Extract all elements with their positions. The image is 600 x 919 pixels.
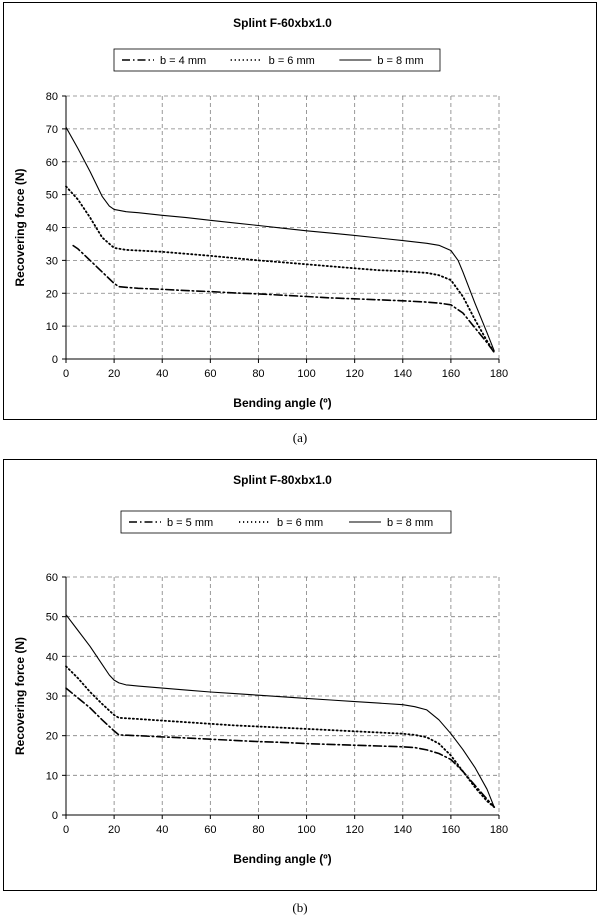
x-tick-label: 40 — [156, 368, 168, 380]
x-tick-label: 80 — [252, 824, 264, 836]
y-tick-label: 10 — [46, 321, 58, 333]
y-tick-label: 0 — [52, 354, 58, 366]
series-line-b-5-mm — [65, 687, 496, 808]
x-tick-label: 20 — [108, 368, 120, 380]
y-axis-label: Recovering force (N) — [13, 637, 27, 755]
x-axis-label: Bending angle (º) — [233, 396, 331, 410]
legend-label-2: b = 6 mm — [277, 517, 323, 529]
y-tick-label: 60 — [46, 157, 58, 169]
chart-b: Splint F-80xbx1.0 b = 5 mm b = 6 mm b = 8 m… — [13, 473, 508, 866]
y-tick-label: 0 — [52, 810, 58, 822]
x-tick-label: 120 — [345, 824, 363, 836]
x-axis-label: Bending angle (º) — [233, 852, 331, 866]
x-tick-label: 140 — [394, 824, 412, 836]
y-tick-label: 40 — [46, 223, 58, 235]
y-tick-label: 40 — [46, 651, 58, 663]
x-tick-label: 180 — [490, 824, 508, 836]
x-tick-label: 60 — [204, 824, 216, 836]
legend-label-3: b = 8 mm — [387, 517, 433, 529]
chart-panel-a: Splint F-60xbx1.0 b = 4 mm b = 6 mm b = 8 m… — [3, 2, 597, 420]
y-tick-label: 30 — [46, 691, 58, 703]
y-tick-label: 50 — [46, 612, 58, 624]
legend-label-1: b = 4 mm — [160, 55, 206, 67]
x-tick-label: 80 — [252, 368, 264, 380]
legend-box — [113, 48, 441, 72]
y-tick-label: 80 — [46, 91, 58, 103]
y-tick-label: 60 — [46, 572, 58, 584]
legend-box — [120, 510, 452, 534]
series-line-b-6-mm — [65, 185, 496, 354]
x-tick-label: 0 — [63, 824, 69, 836]
x-tick-label: 20 — [108, 824, 120, 836]
x-tick-label: 160 — [442, 824, 460, 836]
x-tick-label: 40 — [156, 824, 168, 836]
y-tick-label: 30 — [46, 255, 58, 267]
legend-label-2: b = 6 mm — [269, 55, 315, 67]
chart-title: Splint F-60xbx1.0 — [233, 16, 332, 30]
y-tick-label: 70 — [46, 124, 58, 136]
legend-label-3: b = 8 mm — [377, 55, 423, 67]
legend-label-1: b = 5 mm — [167, 517, 213, 529]
series-line-b-6-mm — [65, 665, 496, 809]
chart-a: Splint F-60xbx1.0 b = 4 mm b = 6 mm b = 8 m… — [13, 16, 508, 410]
series-line-b-4-mm — [72, 244, 496, 354]
x-tick-label: 120 — [345, 368, 363, 380]
series-line-b-8-mm — [65, 126, 495, 352]
x-tick-label: 140 — [394, 368, 412, 380]
series-line-b-8-mm — [65, 614, 495, 808]
y-tick-label: 20 — [46, 731, 58, 743]
x-tick-label: 160 — [442, 368, 460, 380]
y-tick-label: 20 — [46, 288, 58, 300]
caption-b: (b) — [292, 900, 308, 915]
x-tick-label: 0 — [63, 368, 69, 380]
x-tick-label: 60 — [204, 368, 216, 380]
x-tick-label: 180 — [490, 368, 508, 380]
chart-panel-b: Splint F-80xbx1.0 b = 5 mm b = 6 mm b = 8 m… — [3, 459, 597, 891]
chart-title: Splint F-80xbx1.0 — [233, 473, 332, 487]
y-axis-label: Recovering force (N) — [13, 168, 27, 286]
x-tick-label: 100 — [297, 368, 315, 380]
y-tick-label: 50 — [46, 190, 58, 202]
x-tick-label: 100 — [297, 824, 315, 836]
y-tick-label: 10 — [46, 770, 58, 782]
caption-a: (a) — [292, 430, 308, 445]
